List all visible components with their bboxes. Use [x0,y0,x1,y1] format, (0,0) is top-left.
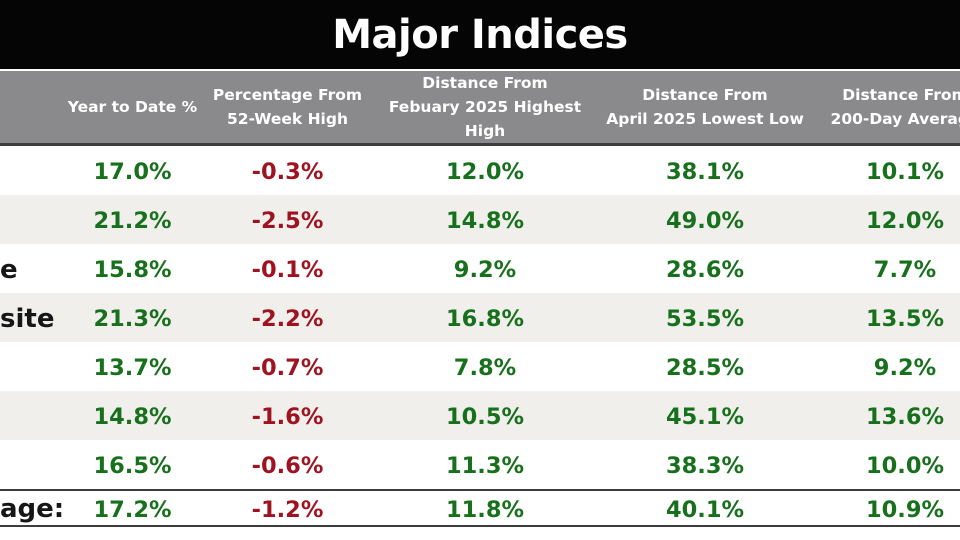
table-row: 17.0% -0.3% 12.0% 38.1% 10.1% [0,146,960,195]
row-label [0,219,60,221]
header-line2: April 2025 Lowest Low [606,110,804,128]
cell-200d-avg: 13.6% [865,404,945,430]
indices-table: Year to Date % Percentage From 52-Week H… [0,71,960,527]
cell-feb-high: 11.3% [445,453,525,479]
cell-feb-high: 16.8% [445,306,525,332]
cell-ytd: 16.5% [93,453,172,479]
row-label [0,170,60,172]
cell-ytd: 15.8% [93,257,172,283]
cell-ytd: 17.0% [93,159,172,185]
cell-apr-low: 53.5% [665,306,745,332]
cell-apr-low: 49.0% [665,208,745,234]
row-label [0,464,60,466]
header-line1: Distance From [422,74,548,92]
cell-ytd: 17.2% [93,496,172,523]
page-title: Major Indices [332,11,628,58]
column-header-200-day-average: Distance From 200-Day Average [810,71,960,143]
cell-200d-avg: 12.0% [865,208,945,234]
cell-ytd: 14.8% [93,404,172,430]
cell-ytd: 21.2% [93,208,172,234]
cell-52w-high: -0.3% [251,159,324,185]
header-line1: Distance From [642,86,768,104]
cell-feb-high: 12.0% [445,159,525,185]
row-label: site [0,303,55,334]
cell-apr-low: 28.5% [665,355,745,381]
cell-52w-high: -0.1% [251,257,324,283]
header-line1: Year to Date % [67,98,198,116]
cell-feb-high: 11.8% [445,496,525,523]
cell-200d-avg: 9.2% [873,355,937,381]
cell-200d-avg: 10.1% [865,159,945,185]
cell-200d-avg: 10.0% [865,453,945,479]
cell-52w-high: -0.6% [251,453,324,479]
row-label [0,415,60,417]
cell-feb-high: 10.5% [445,404,525,430]
row-label: e [0,254,18,285]
column-header-52-week-high: Percentage From 52-Week High [205,71,370,143]
cell-apr-low: 38.1% [665,159,745,185]
cell-apr-low: 28.6% [665,257,745,283]
column-header-ytd: Year to Date % [60,71,205,143]
table-row-average: age: 17.2% -1.2% 11.8% 40.1% 10.9% [0,489,960,527]
table-row: 13.7% -0.7% 7.8% 28.5% 9.2% [0,342,960,391]
column-header-index [0,71,60,143]
cell-ytd: 13.7% [93,355,172,381]
cell-52w-high: -0.7% [251,355,324,381]
cell-apr-low: 45.1% [665,404,745,430]
cell-feb-high: 14.8% [445,208,525,234]
table-row: site 21.3% -2.2% 16.8% 53.5% 13.5% [0,293,960,342]
table-row: e 15.8% -0.1% 9.2% 28.6% 7.7% [0,244,960,293]
header-line1: Distance From [842,86,960,104]
cell-52w-high: -1.6% [251,404,324,430]
row-label: age: [0,494,65,524]
header-line2: 200-Day Average [830,110,960,128]
table-row: 21.2% -2.5% 14.8% 49.0% 12.0% [0,195,960,244]
cell-200d-avg: 7.7% [873,257,937,283]
header-line1: Percentage From [212,86,363,104]
cell-apr-low: 40.1% [665,496,745,523]
cell-feb-high: 7.8% [453,355,517,381]
table-row: 14.8% -1.6% 10.5% 45.1% 13.6% [0,391,960,440]
header-line2: Febuary 2025 Highest High [388,98,582,140]
cell-200d-avg: 13.5% [865,306,945,332]
table-header-row: Year to Date % Percentage From 52-Week H… [0,71,960,146]
title-bar: Major Indices [0,0,960,69]
column-header-feb-2025-high: Distance From Febuary 2025 Highest High [370,71,600,143]
cell-52w-high: -1.2% [251,496,324,523]
column-header-apr-2025-low: Distance From April 2025 Lowest Low [600,71,810,143]
cell-feb-high: 9.2% [453,257,517,283]
table-row: 16.5% -0.6% 11.3% 38.3% 10.0% [0,440,960,489]
cell-200d-avg: 10.9% [865,496,945,523]
cell-52w-high: -2.5% [251,208,324,234]
row-label [0,366,60,368]
cell-ytd: 21.3% [93,306,172,332]
divider [0,69,960,71]
cell-apr-low: 38.3% [665,453,745,479]
header-line2: 52-Week High [227,110,348,128]
cell-52w-high: -2.2% [251,306,324,332]
